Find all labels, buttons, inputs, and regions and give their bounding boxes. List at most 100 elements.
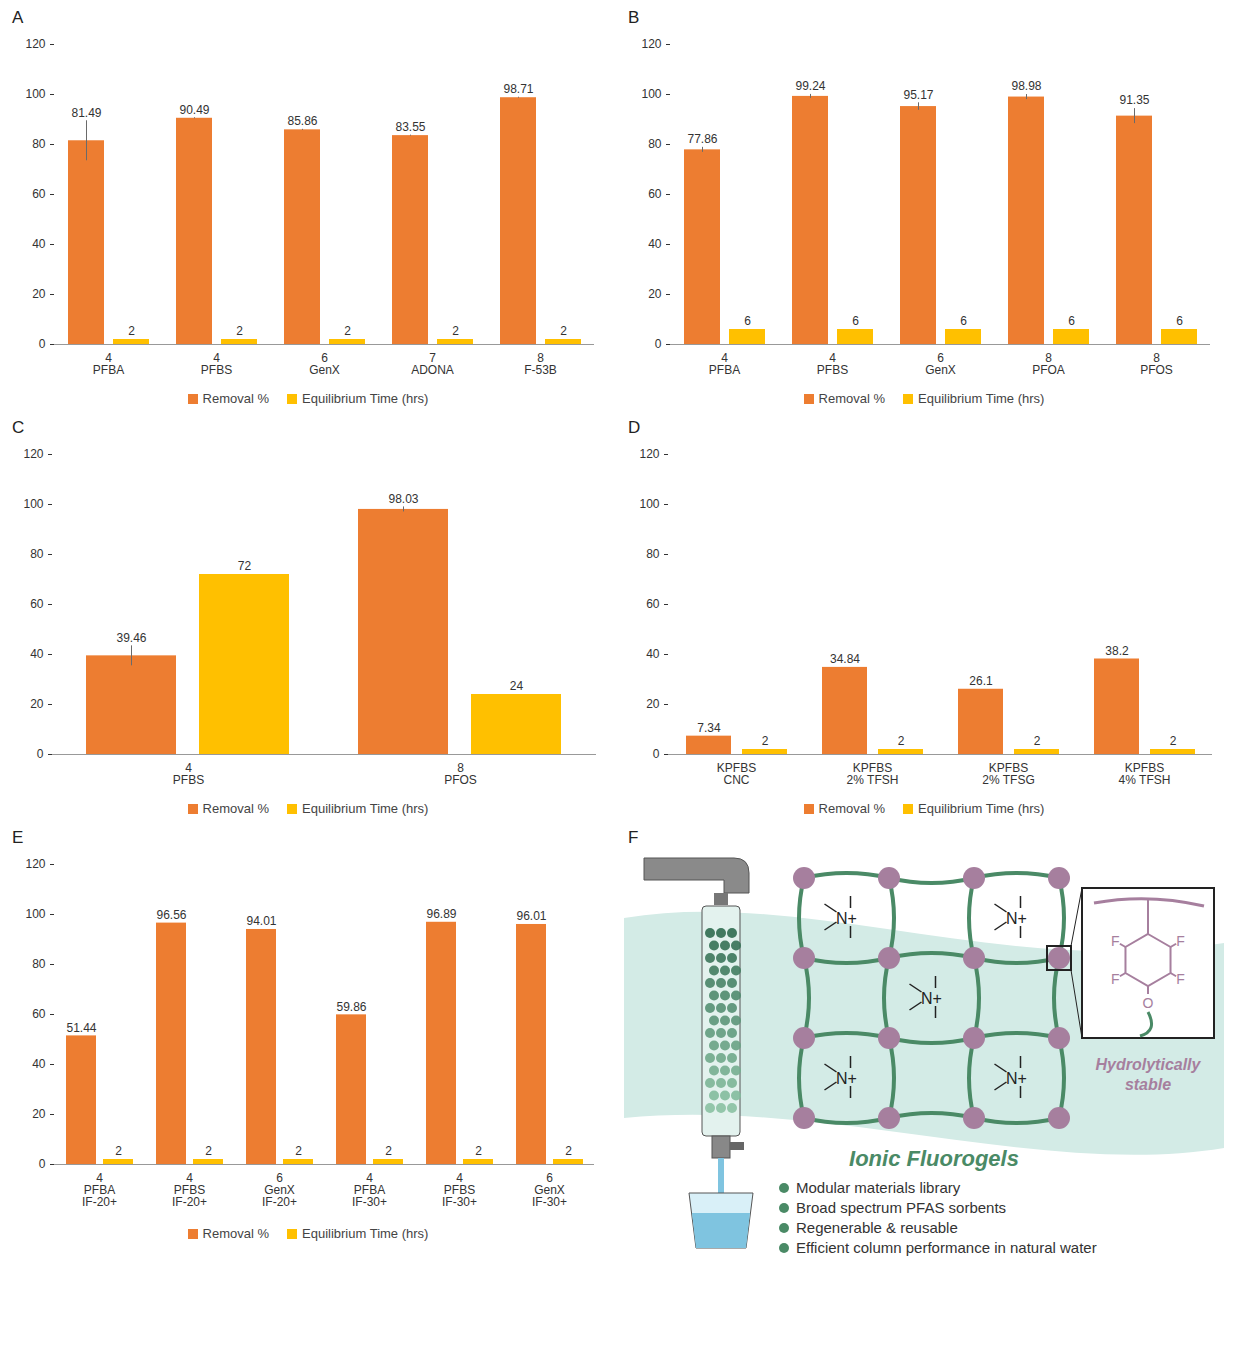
svg-text:N+: N+: [1006, 1070, 1027, 1087]
svg-text:6: 6: [1176, 314, 1183, 328]
svg-text:8PFOA: 8PFOA: [1032, 351, 1065, 377]
svg-text:39.46: 39.46: [116, 631, 146, 645]
svg-text:40: 40: [32, 237, 46, 251]
svg-text:6: 6: [744, 314, 751, 328]
svg-text:F: F: [1176, 933, 1185, 949]
svg-text:26.1: 26.1: [969, 674, 993, 688]
svg-text:8PFOS: 8PFOS: [444, 761, 477, 787]
svg-text:60: 60: [648, 187, 662, 201]
svg-text:96.89: 96.89: [426, 907, 456, 921]
svg-text:2: 2: [762, 734, 769, 748]
svg-text:96.56: 96.56: [156, 908, 186, 922]
svg-text:34.84: 34.84: [830, 652, 860, 666]
svg-text:72: 72: [238, 559, 252, 573]
svg-text:38.2: 38.2: [1105, 644, 1129, 658]
svg-text:F: F: [1111, 971, 1120, 987]
svg-text:2: 2: [475, 1144, 482, 1158]
svg-text:40: 40: [646, 647, 660, 661]
svg-text:40: 40: [30, 647, 44, 661]
svg-text:F: F: [1111, 933, 1120, 949]
svg-text:81.49: 81.49: [71, 106, 101, 120]
svg-text:80: 80: [32, 137, 46, 151]
svg-text:0: 0: [39, 337, 46, 351]
svg-text:2: 2: [128, 324, 135, 338]
svg-text:100: 100: [25, 87, 45, 101]
svg-text:2: 2: [898, 734, 905, 748]
svg-text:20: 20: [646, 697, 660, 711]
svg-text:Hydrolyticallystable: Hydrolyticallystable: [1096, 1056, 1202, 1093]
svg-text:120: 120: [23, 447, 43, 461]
svg-text:0: 0: [37, 747, 44, 761]
svg-text:2: 2: [452, 324, 459, 338]
svg-text:100: 100: [641, 87, 661, 101]
svg-text:Regenerable & reusable: Regenerable & reusable: [796, 1219, 958, 1236]
svg-text:0: 0: [655, 337, 662, 351]
svg-text:120: 120: [25, 857, 45, 871]
svg-text:96.01: 96.01: [516, 909, 546, 923]
svg-text:60: 60: [646, 597, 660, 611]
svg-text:94.01: 94.01: [246, 914, 276, 928]
svg-text:Efficient column performance i: Efficient column performance in natural …: [796, 1239, 1097, 1256]
svg-text:KPFBS2% TFSG: KPFBS2% TFSG: [982, 761, 1034, 787]
svg-text:KPFBS4% TFSH: KPFBS4% TFSH: [1119, 761, 1171, 787]
svg-text:6GenXIF-30+: 6GenXIF-30+: [532, 1171, 567, 1209]
svg-text:7ADONA: 7ADONA: [411, 351, 454, 377]
svg-text:24: 24: [510, 679, 524, 693]
svg-text:0: 0: [39, 1157, 46, 1171]
svg-text:6: 6: [852, 314, 859, 328]
svg-text:99.24: 99.24: [795, 79, 825, 93]
svg-text:60: 60: [32, 187, 46, 201]
svg-text:4PFBAIF-30+: 4PFBAIF-30+: [352, 1171, 387, 1209]
svg-text:Modular materials library: Modular materials library: [796, 1179, 961, 1196]
svg-text:2: 2: [295, 1144, 302, 1158]
svg-text:N+: N+: [836, 910, 857, 927]
svg-text:N+: N+: [1006, 910, 1027, 927]
svg-text:0: 0: [653, 747, 660, 761]
svg-text:98.71: 98.71: [503, 82, 533, 96]
svg-text:4PFBA: 4PFBA: [93, 351, 124, 377]
svg-text:20: 20: [32, 287, 46, 301]
svg-text:100: 100: [23, 497, 43, 511]
svg-text:8F-53B: 8F-53B: [524, 351, 557, 377]
svg-text:4PFBS: 4PFBS: [201, 351, 232, 377]
svg-text:80: 80: [646, 547, 660, 561]
svg-text:83.55: 83.55: [395, 120, 425, 134]
svg-text:N+: N+: [836, 1070, 857, 1087]
svg-text:85.86: 85.86: [287, 114, 317, 128]
svg-text:120: 120: [639, 447, 659, 461]
svg-text:2: 2: [1034, 734, 1041, 748]
svg-text:80: 80: [648, 137, 662, 151]
svg-text:4PFBA: 4PFBA: [709, 351, 740, 377]
svg-text:2: 2: [1170, 734, 1177, 748]
svg-text:51.44: 51.44: [66, 1021, 96, 1035]
svg-text:8PFOS: 8PFOS: [1140, 351, 1173, 377]
svg-text:95.17: 95.17: [903, 88, 933, 102]
svg-text:80: 80: [30, 547, 44, 561]
svg-text:98.03: 98.03: [388, 492, 418, 506]
svg-text:80: 80: [32, 957, 46, 971]
svg-text:120: 120: [641, 37, 661, 51]
svg-text:6GenX: 6GenX: [309, 351, 340, 377]
svg-text:KPFBS2% TFSH: KPFBS2% TFSH: [847, 761, 899, 787]
svg-text:Ionic Fluorogels: Ionic Fluorogels: [849, 1146, 1019, 1171]
svg-text:4PFBSIF-20+: 4PFBSIF-20+: [172, 1171, 207, 1209]
svg-text:20: 20: [30, 697, 44, 711]
svg-text:2: 2: [385, 1144, 392, 1158]
svg-text:7.34: 7.34: [697, 721, 721, 735]
svg-text:2: 2: [344, 324, 351, 338]
svg-text:98.98: 98.98: [1011, 79, 1041, 93]
svg-text:90.49: 90.49: [179, 103, 209, 117]
svg-text:20: 20: [32, 1107, 46, 1121]
svg-text:40: 40: [32, 1057, 46, 1071]
svg-text:2: 2: [205, 1144, 212, 1158]
svg-text:N+: N+: [921, 990, 942, 1007]
svg-text:40: 40: [648, 237, 662, 251]
svg-text:6GenXIF-20+: 6GenXIF-20+: [262, 1171, 297, 1209]
svg-text:6: 6: [960, 314, 967, 328]
svg-text:F: F: [1176, 971, 1185, 987]
svg-text:100: 100: [639, 497, 659, 511]
svg-text:2: 2: [236, 324, 243, 338]
svg-text:59.86: 59.86: [336, 1000, 366, 1014]
svg-text:77.86: 77.86: [687, 132, 717, 146]
svg-text:100: 100: [25, 907, 45, 921]
